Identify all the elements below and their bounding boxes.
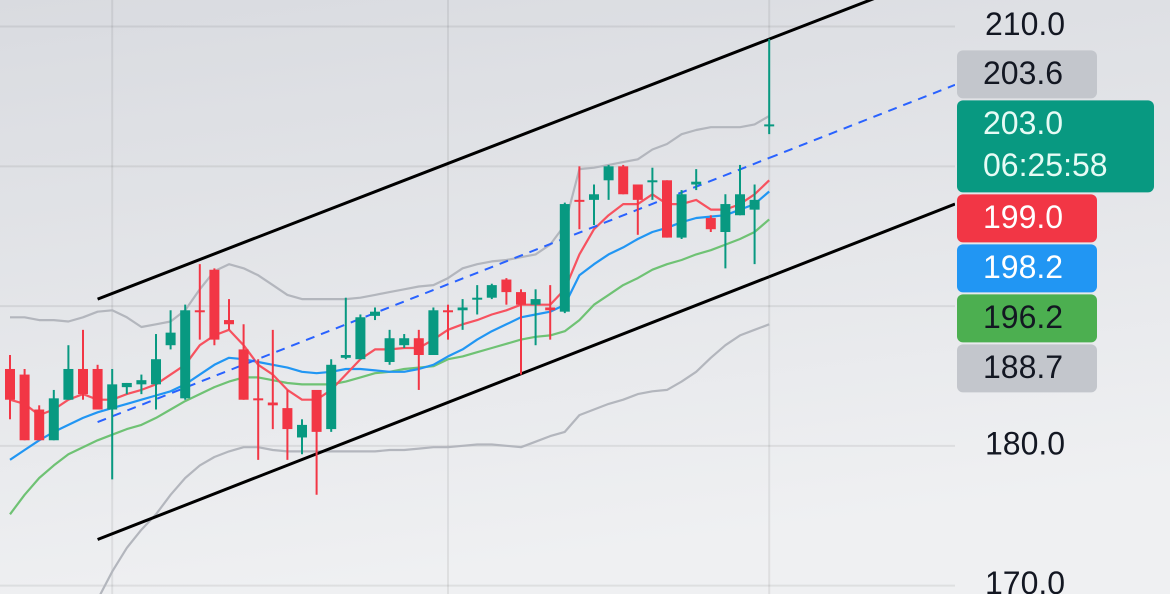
candle-body [121, 382, 132, 388]
candle-body [311, 389, 322, 432]
candle-body [78, 368, 88, 395]
candle-body [399, 338, 410, 346]
candle-body [705, 218, 716, 230]
candle-body [413, 338, 424, 356]
price-label-box [957, 100, 1154, 193]
candle-body [180, 310, 191, 399]
candle-body [749, 199, 760, 210]
price-label: 198.2 [983, 249, 1063, 285]
price-label-box [957, 244, 1097, 293]
candle-body [34, 409, 45, 441]
candle-body [282, 408, 293, 430]
y-tick-label: 170.0 [985, 565, 1065, 594]
candle-body [151, 359, 161, 385]
trend-line [97, 275, 770, 541]
candle-body [647, 180, 658, 183]
candle-body [92, 368, 103, 410]
candle-body [5, 368, 15, 400]
y-tick-label: 210.0 [985, 6, 1065, 42]
candle-body [457, 307, 468, 311]
price-axis: 170.0 180.0 210.0 203.6 203.0 06:25:58 199.0 19… [957, 6, 1154, 594]
indicator-line [99, 323, 770, 594]
candle-body [735, 194, 745, 216]
candle-body [136, 380, 147, 385]
trend-line-extension [768, 83, 955, 159]
candle-body [574, 199, 585, 202]
candle-body [618, 166, 629, 195]
candle-body [165, 332, 176, 346]
candle-body [603, 166, 614, 181]
candle-body [253, 398, 264, 401]
candle-body [297, 424, 307, 438]
price-label-box [957, 194, 1097, 243]
price-label-box [957, 50, 1097, 99]
candle-body [63, 368, 74, 400]
candle-body [107, 384, 118, 410]
candle-body [370, 311, 380, 316]
price-label: 196.2 [983, 299, 1063, 335]
candle-body [559, 204, 570, 312]
price-label: 203.0 [983, 105, 1063, 141]
candle-body [676, 194, 687, 238]
trend-line [97, 157, 770, 424]
candle-body [720, 204, 731, 233]
candle-body [428, 310, 439, 356]
candle-body [48, 398, 59, 441]
candle-body [340, 355, 351, 358]
candle-body [267, 402, 278, 406]
candle-body [224, 320, 234, 325]
trend-line-extension [768, 202, 955, 279]
candle-body [530, 299, 541, 305]
candle-body [501, 279, 512, 293]
y-tick-label: 180.0 [985, 425, 1065, 461]
candle-body [194, 310, 205, 313]
price-label: 188.7 [983, 349, 1063, 385]
candle-body [589, 194, 599, 200]
candle-body [19, 374, 30, 441]
candle-body [764, 124, 775, 127]
candle-body [326, 364, 337, 430]
indicator-line [10, 115, 770, 329]
candle-body [516, 292, 526, 305]
candle-body [384, 338, 395, 362]
candle-body [472, 297, 483, 300]
price-label-box [957, 294, 1097, 343]
candle-body [545, 307, 556, 311]
candle-body [238, 349, 249, 400]
candle-body [209, 269, 220, 340]
countdown-label: 06:25:58 [983, 147, 1108, 183]
candle-body [443, 310, 453, 313]
candle-body [486, 285, 497, 298]
plot-area [0, 0, 955, 594]
indicator-line [9, 190, 770, 461]
trend-line [97, 37, 770, 301]
candle-body [662, 180, 672, 238]
candle-body [355, 317, 366, 360]
price-label-box [957, 344, 1097, 393]
price-label: 203.6 [983, 55, 1063, 91]
price-label: 199.0 [983, 199, 1063, 235]
trend-line-extension [768, 0, 875, 41]
candle-body [632, 184, 643, 200]
candle-body [691, 181, 702, 185]
